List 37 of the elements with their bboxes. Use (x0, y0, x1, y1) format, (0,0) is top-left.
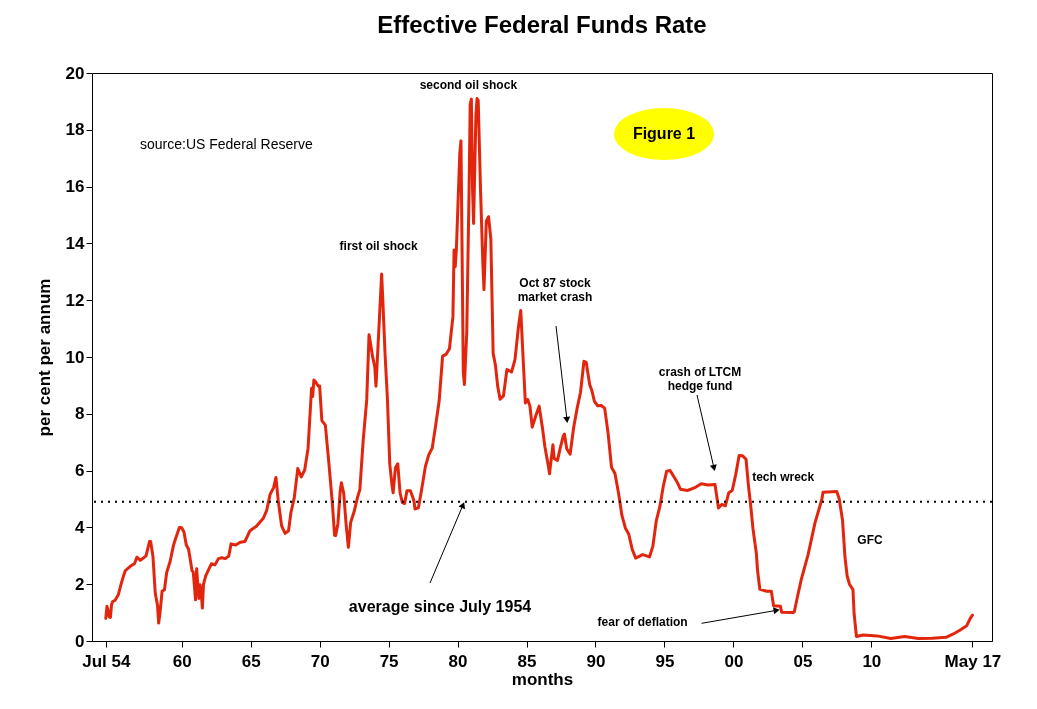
x-tick-label: 90 (586, 651, 606, 671)
x-tick-label: 10 (862, 651, 882, 671)
x-tick-label: 95 (655, 651, 675, 671)
x-tick-label: 75 (379, 651, 399, 671)
y-tick-label: 6 (75, 461, 85, 481)
annotation: second oil shock (419, 78, 518, 93)
x-tick-label: 00 (724, 651, 744, 671)
y-tick-label: 2 (75, 574, 85, 594)
y-tick-label: 20 (65, 63, 85, 83)
x-tick-label: 70 (310, 651, 330, 671)
y-tick-label: 16 (65, 177, 85, 197)
annotation: crash of LTCM hedge fund (658, 365, 742, 393)
x-tick-label: Jul 54 (82, 651, 131, 671)
annotation: fear of deflation (597, 615, 688, 630)
annotation: tech wreck (752, 469, 815, 484)
x-tick-label: 85 (517, 651, 537, 671)
y-tick-label: 12 (65, 290, 85, 310)
y-tick-label: 0 (75, 631, 85, 651)
annotation: source:US Federal Reserve (140, 136, 313, 152)
y-tick-label: 10 (65, 347, 85, 367)
x-tick-label: 65 (241, 651, 261, 671)
y-tick-label: 18 (65, 120, 85, 140)
ref-line-label: average since July 1954 (348, 598, 532, 615)
annotation: GFC (857, 533, 883, 547)
annotation: Oct 87 stock market crash (517, 276, 593, 304)
annotation: first oil shock (339, 239, 418, 254)
y-tick-label: 14 (65, 233, 86, 253)
x-tick-label: May 17 (944, 651, 1002, 671)
x-tick-label: 60 (172, 651, 192, 671)
y-tick-label: 4 (75, 517, 86, 537)
y-axis-title: per cent per annum (34, 278, 54, 437)
x-tick-label: 80 (448, 651, 468, 671)
x-tick-label: 05 (793, 651, 813, 671)
y-tick-label: 8 (75, 404, 85, 424)
chart-title: Effective Federal Funds Rate (377, 11, 707, 38)
x-axis-title: months (511, 669, 574, 689)
line-series (104, 97, 974, 640)
